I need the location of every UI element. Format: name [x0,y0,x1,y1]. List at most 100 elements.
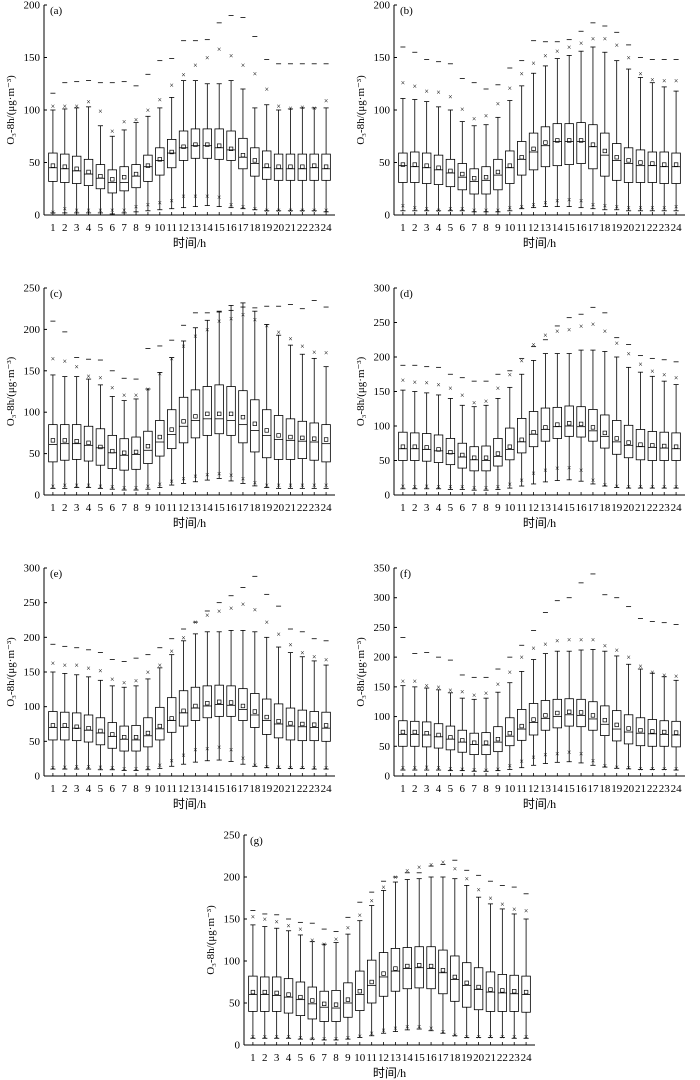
mean-marker [323,164,329,169]
x-tick-label: 4 [436,783,442,795]
box-hour-4: × × 4 [433,656,444,795]
box-hour-14: × × 14 [552,600,564,795]
iqr-box [60,711,70,741]
x-high-marker: × [300,342,305,351]
x-low-marker: × [300,764,305,773]
x-high-marker: × [181,633,186,642]
y-tick-label: 250 [24,283,41,295]
x-tick-label: 4 [436,222,442,234]
x-high-marker: × [51,354,56,363]
box-hour-4: × × 4 [83,649,94,795]
iqr-box [83,714,94,743]
box-hour-6: × × 6 [107,82,117,234]
x-tick-label: 20 [273,783,285,795]
iqr-box [623,424,634,459]
box-hour-18: × × 18 [249,575,261,795]
mean-marker [614,436,619,441]
x-high-marker: × [51,102,56,111]
x-tick-label: 8 [483,502,489,514]
y-tick-label: 200 [374,652,391,664]
x-tick-label: 9 [495,783,501,795]
iqr-box [321,424,331,463]
box-hour-16: × × 16 [576,30,587,234]
box-hour-6: × × 6 [457,674,467,795]
mean-marker [578,710,584,715]
box-hour-1: × × 1 [398,364,408,514]
x-high-marker: × [276,630,281,639]
x-high-marker: × [476,886,481,895]
box-hour-1: × × 1 [48,643,58,795]
x-high-marker: × [460,391,465,400]
iqr-box [623,147,634,183]
box-hour-17: × × 17 [587,306,599,514]
x-low-marker: × [614,763,619,772]
mean-marker [288,721,293,726]
box-hour-14: × × 14 [202,39,213,234]
x-high-marker: × [110,127,115,136]
panel-label: (e) [50,568,63,580]
box-hour-11: × × 11 [516,644,527,795]
mean-marker [673,730,679,735]
box-hour-5: × × 5 [445,659,456,795]
x-low-marker: × [205,744,210,753]
iqr-box [671,152,681,184]
mean-marker [252,421,257,426]
iqr-box [226,685,236,717]
x-high-marker: × [276,328,281,337]
x-low-marker: × [453,1031,458,1040]
x-tick-label: 1 [400,783,406,795]
mean-marker [436,165,441,170]
y-tick-label: 100 [24,105,41,117]
x-tick-label: 21 [635,222,646,234]
box-hour-21: × × 21 [285,304,296,514]
x-tick-label: 19 [261,502,273,514]
x-low-marker: × [567,195,572,204]
panel-label: (a) [50,5,63,17]
x-low-marker: × [263,1033,268,1042]
mean-marker [531,717,536,722]
x-high-marker: × [591,320,596,329]
box-hour-2: × × 2 [60,82,70,234]
iqr-box [457,442,467,469]
x-tick-label: 2 [62,222,68,234]
box-hour-19: × × 19 [611,337,623,514]
iqr-box [107,434,117,469]
x-high-marker: × [253,606,258,615]
y-tick-label: 50 [379,455,391,467]
box-hour-3: × × 3 [271,914,282,1064]
mean-marker [381,971,386,976]
x-high-marker: × [401,677,406,686]
box-hour-11: × × 11 [166,638,177,795]
iqr-box [612,710,622,742]
x-tick-label: 18 [249,502,261,514]
x-tick-label: 8 [133,783,139,795]
box-hour-23: × × 23 [659,359,670,514]
mean-marker [276,433,281,438]
x-tick-label: 2 [412,783,418,795]
box-hour-16: × × 16 [226,595,237,795]
x-high-marker: × [122,391,127,400]
x-tick-label: 13 [390,1052,402,1064]
x-tick-label: 12 [178,783,189,795]
iqr-box [600,705,610,736]
x-tick-label: 20 [623,502,635,514]
mean-marker [205,411,210,417]
iqr-box [250,693,260,728]
box-hour-24: × × 24 [521,893,532,1064]
mean-marker [50,163,56,168]
x-tick-label: 8 [133,502,139,514]
mean-marker [452,974,457,980]
x-tick-label: 1 [400,222,406,234]
x-tick-label: 7 [471,783,477,795]
box-hour-15: × × 15 [564,597,575,795]
mean-marker [626,726,631,731]
x-low-marker: × [146,201,151,210]
iqr-box [155,420,165,457]
x-high-marker: × [591,635,596,644]
x-tick-label: 9 [495,222,501,234]
x-tick-label: 14 [552,783,564,795]
x-low-marker: × [401,482,406,491]
mean-marker [555,138,560,143]
mean-marker [424,445,429,450]
iqr-box [226,130,236,161]
